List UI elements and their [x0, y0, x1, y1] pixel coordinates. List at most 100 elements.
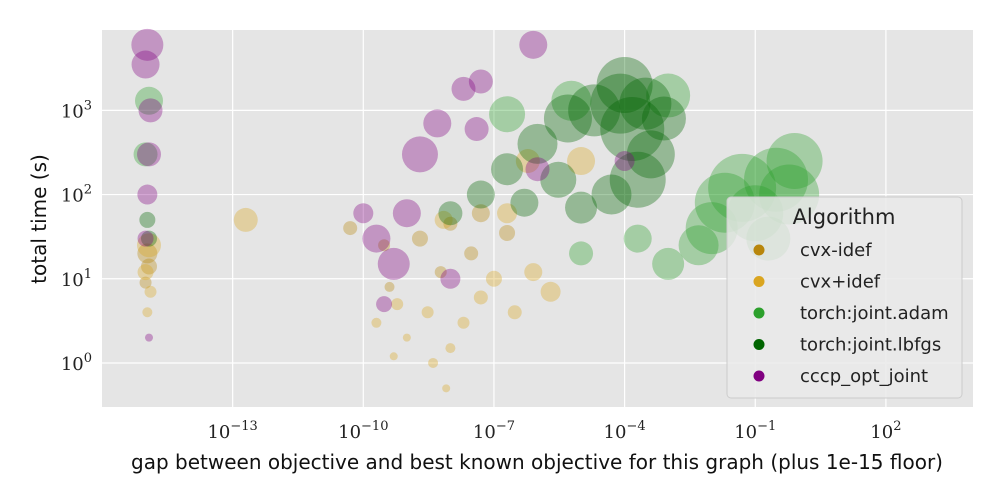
data-point: [489, 96, 526, 133]
x-tick-labels: 10−13 10−10 10−7 10−4 10−1 102: [207, 419, 901, 443]
data-point: [144, 285, 157, 298]
y-tick-label: 103: [61, 98, 92, 122]
data-point: [131, 28, 164, 61]
data-point: [140, 258, 157, 275]
data-point: [543, 94, 592, 143]
y-tick-label: 101: [61, 267, 92, 291]
legend-marker: [753, 370, 765, 382]
data-point: [137, 264, 154, 281]
data-point: [499, 224, 516, 241]
data-point: [652, 247, 685, 280]
data-point: [353, 203, 374, 224]
x-tick-label: 10−7: [473, 419, 515, 443]
data-point: [507, 305, 522, 320]
data-point: [457, 316, 470, 329]
legend-label: cccp_opt_joint: [800, 366, 928, 387]
data-point: [497, 203, 518, 224]
data-point: [142, 307, 153, 318]
data-point: [565, 191, 598, 224]
y-tick-labels: 100 101 102 103: [61, 98, 92, 375]
data-points: [131, 28, 823, 393]
data-point: [619, 77, 672, 130]
data-point: [421, 306, 434, 319]
data-point: [600, 97, 665, 162]
data-point: [678, 225, 719, 266]
data-point: [568, 84, 621, 137]
data-point: [744, 147, 809, 212]
data-point: [392, 199, 421, 228]
data-point: [434, 210, 453, 229]
x-tick-label: 102: [870, 419, 901, 443]
legend-items: cvx-idef cvx+idef torch:joint.adam torch:jo…: [753, 240, 949, 387]
data-point: [411, 230, 428, 247]
data-point: [466, 180, 495, 209]
data-point: [137, 243, 158, 264]
data-point: [517, 123, 558, 164]
x-axis-title: gap between objective and best known obj…: [131, 450, 943, 474]
legend-marker: [753, 307, 765, 319]
data-point: [389, 352, 398, 361]
data-point: [540, 281, 561, 302]
data-point: [401, 136, 438, 173]
data-point: [590, 73, 651, 134]
data-point: [468, 69, 493, 94]
data-point: [134, 86, 163, 115]
data-point: [766, 133, 823, 190]
data-point: [140, 230, 157, 247]
data-point: [423, 109, 452, 138]
y-axis-title: total time (s): [27, 154, 51, 284]
data-point: [139, 211, 156, 228]
data-point: [434, 266, 447, 279]
x-tick-label: 10−13: [207, 419, 257, 443]
y-tick-label: 102: [61, 183, 92, 207]
data-point: [443, 216, 458, 231]
data-point: [137, 184, 158, 205]
data-point: [515, 149, 540, 174]
legend-marker: [753, 244, 765, 256]
data-point: [378, 239, 391, 252]
data-point: [438, 201, 463, 226]
legend-marker: [753, 276, 765, 287]
data-point: [233, 207, 258, 232]
data-point: [519, 30, 548, 59]
data-point: [440, 268, 461, 289]
data-point: [376, 296, 393, 313]
data-point: [623, 224, 652, 253]
data-point: [567, 147, 596, 176]
x-tick-label: 10−4: [604, 419, 646, 443]
data-point: [133, 142, 158, 167]
legend-label: cvx-idef: [800, 240, 872, 261]
data-point: [377, 247, 410, 280]
data-point: [371, 317, 382, 328]
y-tick-label: 100: [61, 351, 92, 375]
legend: Algorithm cvx-idef cvx+idef torch:joint.ad…: [726, 196, 963, 399]
data-point: [510, 188, 539, 217]
data-point: [591, 174, 632, 215]
data-point: [391, 298, 404, 311]
data-point: [540, 161, 577, 198]
data-point: [343, 221, 358, 236]
data-point: [525, 157, 550, 182]
data-point: [596, 57, 653, 114]
legend-marker: [753, 339, 765, 350]
data-point: [626, 130, 675, 179]
data-point: [138, 98, 163, 123]
data-point: [685, 202, 738, 255]
data-point: [402, 333, 411, 342]
data-point: [137, 230, 154, 247]
legend-label: cvx+idef: [800, 272, 881, 293]
data-point: [139, 276, 152, 289]
legend-box: [726, 196, 963, 399]
legend-title: Algorithm: [793, 205, 896, 229]
data-point: [524, 263, 543, 282]
data-point: [473, 290, 488, 305]
data-point: [362, 224, 391, 253]
x-tick-label: 10−10: [338, 419, 388, 443]
data-point: [614, 151, 635, 172]
legend-label: torch:joint.lbfgs: [800, 335, 941, 356]
data-point: [569, 241, 594, 266]
data-point: [451, 76, 476, 101]
data-point: [136, 233, 161, 258]
data-point: [442, 384, 451, 393]
